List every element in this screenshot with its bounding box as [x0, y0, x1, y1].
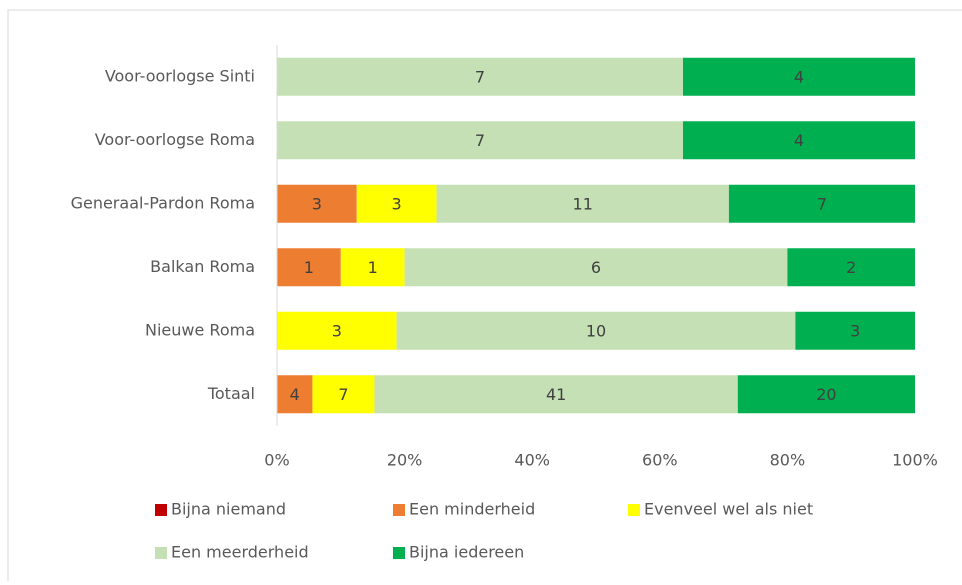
legend-label: Evenveel wel als niet: [644, 500, 813, 519]
data-label: 4: [290, 385, 300, 404]
data-label: 2: [846, 258, 856, 277]
legend-swatch: [393, 547, 405, 559]
data-label: 1: [368, 258, 378, 277]
bar-segment: [787, 248, 915, 287]
legend-label: Een minderheid: [409, 500, 535, 519]
data-label: 3: [312, 194, 322, 213]
bar-segment: [312, 375, 375, 414]
y-tick-label: Voor-oorlogse Sinti: [105, 66, 255, 85]
legend-label: Een meerderheid: [171, 543, 309, 562]
y-tick-label: Nieuwe Roma: [145, 320, 255, 339]
legend-swatch: [628, 504, 640, 516]
data-label: 41: [546, 385, 566, 404]
bar-segment: [374, 375, 738, 414]
chart-border: [7, 9, 962, 585]
legend-swatch: [393, 504, 405, 516]
legend-label: Bijna iedereen: [409, 543, 524, 562]
bar-segment: [795, 311, 915, 350]
x-tick-label: 20%: [387, 451, 423, 470]
data-label: 4: [794, 67, 804, 86]
data-label: 7: [475, 131, 485, 150]
bar-segment: [277, 57, 683, 96]
bar-segment: [737, 375, 915, 414]
bar-segment: [404, 248, 788, 287]
data-label: 6: [591, 258, 601, 277]
y-tick-label: Balkan Roma: [150, 257, 255, 276]
bar-segment: [277, 375, 313, 414]
data-label: 1: [304, 258, 314, 277]
bar-segment: [728, 184, 915, 223]
legend-label: Bijna niemand: [171, 500, 286, 519]
x-tick-label: 0%: [264, 451, 289, 470]
bar-segment: [683, 57, 915, 96]
y-tick-label: Voor-oorlogse Roma: [95, 130, 255, 149]
y-tick-label: Generaal-Pardon Roma: [71, 193, 255, 212]
x-tick-label: 100%: [892, 451, 938, 470]
bar-segment: [277, 311, 397, 350]
bar-segment: [277, 184, 357, 223]
x-tick-label: 80%: [770, 451, 806, 470]
legend-swatch: [155, 547, 167, 559]
data-label: 7: [817, 194, 827, 213]
data-label: 10: [586, 321, 606, 340]
bar-segment: [277, 248, 341, 287]
data-label: 11: [573, 194, 593, 213]
data-label: 7: [338, 385, 348, 404]
data-label: 3: [392, 194, 402, 213]
bar-segment: [277, 121, 683, 160]
data-label: 20: [816, 385, 836, 404]
bar-segment: [340, 248, 405, 287]
legend-swatch: [155, 504, 167, 516]
y-tick-label: Totaal: [207, 384, 255, 403]
bar-segment: [683, 121, 915, 160]
data-label: 7: [475, 67, 485, 86]
data-label: 3: [332, 321, 342, 340]
data-label: 3: [850, 321, 860, 340]
x-tick-label: 40%: [514, 451, 550, 470]
bar-segment: [356, 184, 437, 223]
data-label: 4: [794, 131, 804, 150]
bar-segment: [396, 311, 796, 350]
x-tick-label: 60%: [642, 451, 678, 470]
bar-segment: [436, 184, 729, 223]
